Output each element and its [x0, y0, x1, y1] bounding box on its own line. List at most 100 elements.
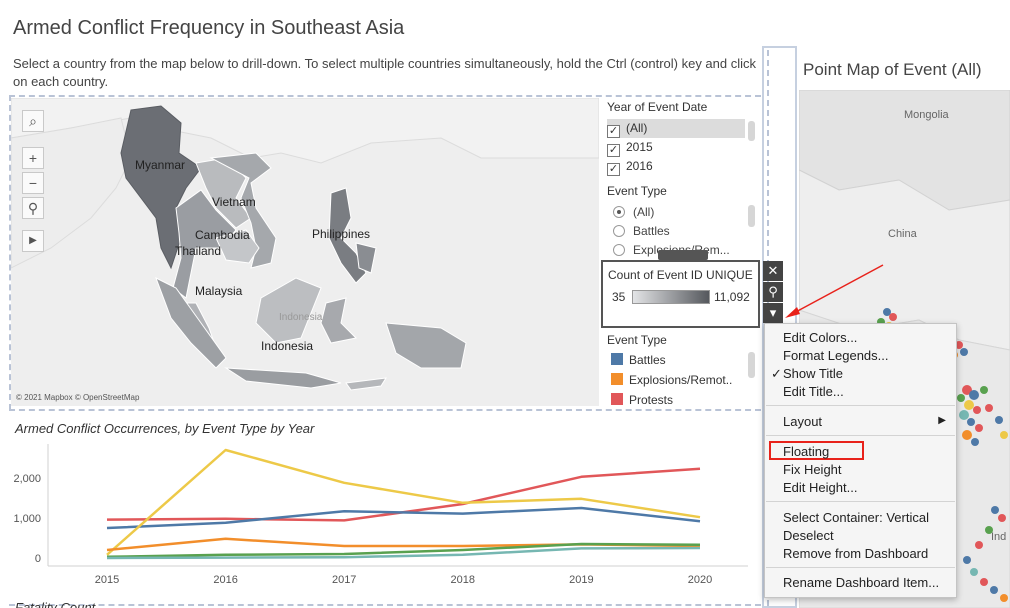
map-label-china: China — [888, 228, 917, 240]
event-type-filter-title: Event Type — [607, 184, 667, 198]
year-option-label: 2016 — [626, 159, 653, 173]
menu-item-show-title-label: Show Title — [783, 366, 843, 381]
count-legend-max: 11,092 — [714, 290, 750, 304]
map-label-thailand: Thailand — [175, 244, 222, 258]
expand-toolbar-icon[interactable]: ▶ — [22, 230, 44, 252]
check-icon: ✓ — [771, 366, 782, 381]
point-map-title: Point Map of Event (All) — [803, 60, 982, 79]
menu-item-format-legends[interactable]: Format Legends... — [783, 348, 889, 363]
dashboard-subtitle: Select a country from the map below to d… — [13, 56, 757, 89]
x-tick-label: 2019 — [569, 574, 593, 586]
drag-grip[interactable] — [658, 250, 708, 260]
series-line-battles[interactable] — [106, 506, 701, 530]
x-tick-label: 2017 — [332, 574, 356, 586]
menu-item-show-title[interactable]: ✓ Show Title — [771, 366, 843, 381]
x-tick-label: 2018 — [451, 574, 475, 586]
year-filter-scrollbar[interactable] — [748, 121, 755, 141]
year-option-2016[interactable]: ✓ 2016 — [607, 159, 653, 177]
legend-item-label: Protests — [629, 393, 674, 407]
map-label-myanmar: Myanmar — [135, 158, 186, 172]
checkbox-icon[interactable]: ✓ — [607, 163, 620, 176]
series-line-yellow-series[interactable] — [106, 448, 701, 556]
fatality-chart-title: Fatality Count — [15, 600, 96, 608]
year-filter-title: Year of Event Date — [607, 100, 708, 114]
map-label-vietnam: Vietnam — [212, 195, 256, 209]
line-chart-title: Armed Conflict Occurrences, by Event Typ… — [15, 421, 315, 436]
year-option-label: (All) — [626, 121, 648, 135]
year-option-2015[interactable]: ✓ 2015 — [607, 140, 653, 158]
count-legend-min: 35 — [612, 290, 626, 304]
event-type-option-label: Battles — [633, 224, 670, 238]
menu-item-edit-height[interactable]: Edit Height... — [783, 480, 858, 495]
choropleth-map[interactable]: Myanmar Vietnam Cambodia Thailand Philip… — [11, 98, 599, 406]
map-label-cambodia: Cambodia — [195, 228, 250, 242]
submenu-arrow-icon: ▶ — [938, 415, 946, 426]
map-label-malaysia: Malaysia — [195, 284, 243, 298]
map-label-ind: Ind — [991, 531, 1007, 543]
event-type-filter-scrollbar[interactable] — [748, 205, 755, 227]
context-menu: Edit Colors... Format Legends... ✓ Show T… — [764, 323, 957, 598]
series-line-teal-series[interactable] — [106, 546, 701, 560]
y-tick-label: 0 — [35, 553, 41, 565]
zoom-in-button[interactable]: + — [22, 147, 44, 169]
x-tick-label: 2020 — [688, 574, 712, 586]
more-options-icon[interactable]: ▾ — [763, 303, 783, 323]
menu-item-rename[interactable]: Rename Dashboard Item... — [783, 575, 940, 590]
menu-item-select-container[interactable]: Select Container: Vertical — [783, 510, 929, 525]
menu-separator — [766, 567, 955, 568]
y-tick-label: 2,000 — [13, 473, 41, 485]
floating-highlight-box — [769, 441, 864, 460]
menu-item-remove[interactable]: Remove from Dashboard — [783, 546, 929, 561]
map-label-philippines: Philippines — [312, 227, 371, 241]
menu-item-edit-colors[interactable]: Edit Colors... — [783, 330, 858, 345]
map-label-indonesia: Indonesia — [261, 339, 314, 353]
menu-item-deselect[interactable]: Deselect — [783, 528, 834, 543]
menu-item-floating[interactable]: Floating — [783, 444, 830, 459]
event-type-option-label: (All) — [633, 205, 655, 219]
menu-item-fix-height[interactable]: Fix Height — [783, 462, 842, 477]
count-legend-gradient — [632, 290, 710, 304]
x-tick-label: 2015 — [95, 574, 119, 586]
legend-item-battles[interactable]: Battles — [611, 353, 666, 367]
year-option-all[interactable]: ✓ (All) — [607, 121, 647, 139]
menu-item-layout-label: Layout — [783, 414, 823, 429]
radio-icon[interactable] — [613, 206, 625, 218]
legend-item-label: Explosions/Remot.. — [629, 373, 733, 387]
event-type-option-battles[interactable]: Battles — [613, 224, 670, 242]
map-attribution: © 2021 Mapbox © OpenStreetMap — [16, 393, 140, 402]
radio-icon[interactable] — [613, 225, 625, 237]
menu-separator — [766, 435, 955, 436]
year-filter-highlight — [607, 119, 745, 138]
checkbox-icon[interactable]: ✓ — [607, 125, 620, 138]
radio-icon[interactable] — [613, 244, 625, 256]
legend-swatch — [611, 373, 623, 385]
legend-item-explosions[interactable]: Explosions/Remot.. — [611, 373, 732, 387]
legend-item-protests[interactable]: Protests — [611, 393, 673, 407]
map-label-mongolia: Mongolia — [904, 109, 949, 121]
event-type-legend-scrollbar[interactable] — [748, 352, 755, 378]
event-type-option-all[interactable]: (All) — [613, 205, 654, 223]
line-chart[interactable]: 0 1,000 2,000 2015 2016 2017 2018 2019 2020 — [0, 440, 760, 590]
menu-separator — [766, 501, 955, 502]
pin-icon[interactable]: ⚲ — [22, 197, 44, 219]
x-tick-label: 2016 — [213, 574, 237, 586]
checkbox-icon[interactable]: ✓ — [607, 144, 620, 157]
menu-item-layout[interactable]: Layout ▶ — [783, 414, 946, 429]
legend-swatch — [611, 393, 623, 405]
menu-item-edit-title[interactable]: Edit Title... — [783, 384, 844, 399]
dashboard-title: Armed Conflict Frequency in Southeast As… — [13, 17, 405, 39]
search-icon[interactable]: ⌕ — [22, 110, 44, 132]
zoom-out-button[interactable]: − — [22, 172, 44, 194]
container-border-left — [9, 95, 11, 410]
event-type-legend-title: Event Type — [607, 333, 667, 347]
count-legend[interactable]: Count of Event ID UNIQUE 35 11,092 — [601, 260, 760, 328]
year-option-label: 2015 — [626, 140, 653, 154]
legend-item-label: Battles — [629, 353, 666, 367]
container-border-bottom — [9, 604, 761, 606]
legend-swatch — [611, 353, 623, 365]
pin-icon[interactable]: ⚲ — [763, 282, 783, 302]
y-tick-label: 1,000 — [13, 513, 41, 525]
series-line-green-series[interactable] — [106, 542, 701, 559]
close-icon[interactable]: ✕ — [763, 261, 783, 281]
map-label-indonesia-faded: Indonesia — [279, 312, 323, 323]
